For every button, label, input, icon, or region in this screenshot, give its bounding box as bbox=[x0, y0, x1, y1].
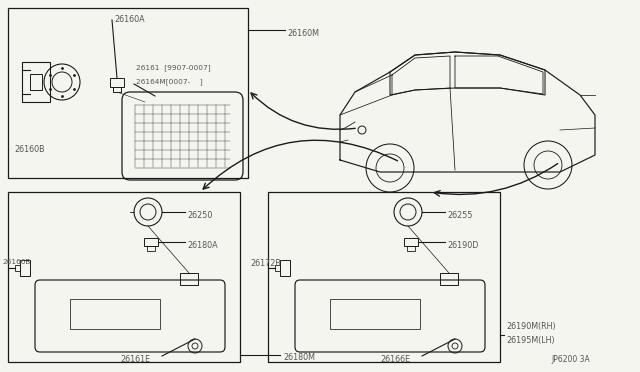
Bar bbox=[20, 260, 30, 276]
Bar bbox=[15, 265, 20, 271]
Bar bbox=[8, 192, 240, 362]
Bar bbox=[70, 299, 160, 329]
Text: 26161  [9907-0007]: 26161 [9907-0007] bbox=[136, 65, 211, 71]
Text: 26180M: 26180M bbox=[283, 353, 315, 362]
Bar bbox=[180, 273, 198, 285]
Text: 26195M(LH): 26195M(LH) bbox=[506, 336, 555, 344]
Text: 26190M(RH): 26190M(RH) bbox=[506, 321, 556, 330]
Text: 26172B: 26172B bbox=[250, 259, 281, 267]
Bar bbox=[440, 273, 458, 285]
Bar bbox=[407, 246, 415, 251]
Text: 26255: 26255 bbox=[447, 211, 472, 219]
Text: 26180A: 26180A bbox=[187, 241, 218, 250]
Bar bbox=[113, 87, 121, 92]
Bar bbox=[30, 74, 42, 90]
Bar bbox=[8, 8, 248, 178]
Bar bbox=[147, 246, 155, 251]
Text: JP6200 3A: JP6200 3A bbox=[551, 355, 590, 364]
Bar bbox=[144, 238, 158, 246]
Text: 26166E: 26166E bbox=[380, 356, 410, 365]
Bar bbox=[404, 238, 418, 246]
Text: 26190D: 26190D bbox=[447, 241, 478, 250]
Bar bbox=[275, 265, 280, 271]
Text: 26166B: 26166B bbox=[2, 259, 30, 265]
Bar bbox=[330, 299, 420, 329]
Text: 26160M: 26160M bbox=[287, 29, 319, 38]
Text: 26164M[0007-    ]: 26164M[0007- ] bbox=[136, 78, 203, 86]
Text: 26250: 26250 bbox=[187, 211, 212, 219]
Bar bbox=[280, 260, 290, 276]
Bar bbox=[22, 62, 50, 102]
Text: 26160B: 26160B bbox=[14, 145, 45, 154]
Text: 26161E: 26161E bbox=[120, 356, 150, 365]
Bar bbox=[110, 78, 124, 87]
Text: 26160A: 26160A bbox=[114, 16, 145, 25]
Bar bbox=[268, 192, 500, 362]
